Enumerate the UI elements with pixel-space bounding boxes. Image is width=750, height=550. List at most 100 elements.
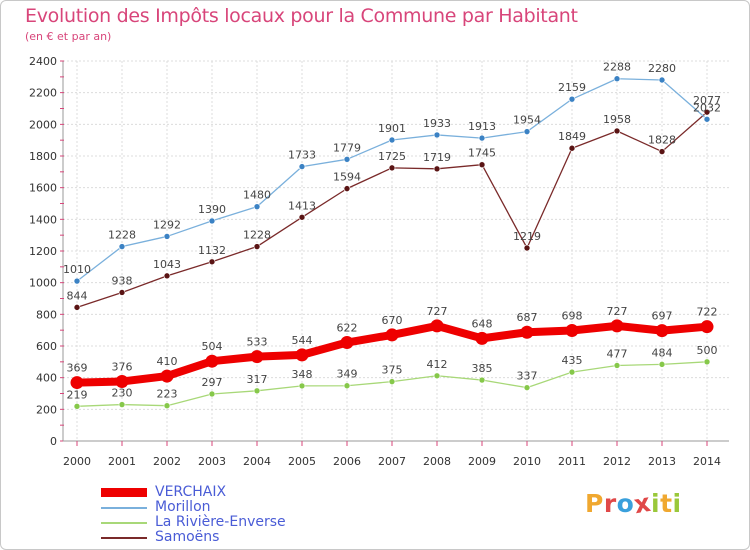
logo-letter: t bbox=[660, 489, 673, 518]
x-tick-label: 2003 bbox=[198, 455, 226, 468]
data-point-verchaix bbox=[655, 324, 669, 338]
data-point-morillon bbox=[208, 217, 216, 225]
y-tick-label: 1000 bbox=[29, 277, 57, 290]
data-label-morillon: 1292 bbox=[153, 218, 181, 231]
chart-legend: VERCHAIX Morillon La Rivière-Enverse Samoën… bbox=[101, 485, 286, 545]
x-tick-label: 2014 bbox=[693, 455, 721, 468]
data-point-la-riviere-enverse bbox=[343, 382, 351, 390]
data-label-morillon: 1901 bbox=[378, 122, 406, 135]
data-label-la-riviere-enverse: 337 bbox=[517, 370, 538, 383]
x-tick-label: 2012 bbox=[603, 455, 631, 468]
legend-label: La Rivière-Enverse bbox=[155, 514, 286, 530]
data-label-morillon: 2159 bbox=[558, 81, 586, 94]
data-point-verchaix bbox=[475, 331, 489, 345]
data-label-verchaix: 533 bbox=[247, 336, 268, 349]
legend-swatch bbox=[101, 521, 147, 524]
data-label-morillon: 2280 bbox=[648, 62, 676, 75]
data-point-samoens bbox=[73, 304, 81, 311]
data-point-morillon bbox=[703, 115, 711, 123]
x-tick-label: 2011 bbox=[558, 455, 586, 468]
data-point-morillon bbox=[568, 95, 576, 103]
y-tick-label: 800 bbox=[36, 308, 57, 321]
y-tick-label: 2400 bbox=[29, 55, 57, 68]
data-point-morillon bbox=[388, 136, 396, 144]
y-tick-label: 1400 bbox=[29, 213, 57, 226]
data-label-la-riviere-enverse: 484 bbox=[652, 346, 673, 359]
y-tick-label: 1800 bbox=[29, 150, 57, 163]
data-point-samoens bbox=[118, 289, 126, 296]
y-tick-label: 400 bbox=[36, 372, 57, 385]
legend-label: Morillon bbox=[155, 499, 211, 515]
data-label-morillon: 1733 bbox=[288, 149, 316, 162]
legend-item-samoens: Samoëns bbox=[101, 530, 286, 545]
x-tick-label: 2009 bbox=[468, 455, 496, 468]
data-label-la-riviere-enverse: 412 bbox=[427, 358, 448, 371]
data-point-samoens bbox=[388, 164, 396, 172]
data-label-verchaix: 687 bbox=[517, 311, 538, 324]
data-point-samoens bbox=[613, 127, 621, 135]
x-tick-label: 2006 bbox=[333, 455, 361, 468]
data-point-samoens bbox=[433, 165, 441, 173]
data-point-samoens bbox=[298, 213, 306, 221]
data-point-verchaix bbox=[250, 350, 264, 364]
data-label-la-riviere-enverse: 435 bbox=[562, 354, 583, 367]
data-point-samoens bbox=[568, 144, 576, 152]
y-tick-label: 1600 bbox=[29, 182, 57, 195]
data-label-la-riviere-enverse: 317 bbox=[247, 373, 268, 386]
x-tick-label: 2000 bbox=[63, 455, 91, 468]
data-label-verchaix: 648 bbox=[472, 317, 493, 330]
data-point-la-riviere-enverse bbox=[523, 384, 531, 391]
data-label-morillon: 1913 bbox=[468, 120, 496, 133]
data-point-verchaix bbox=[160, 369, 174, 383]
data-label-samoens: 1219 bbox=[513, 230, 541, 243]
data-point-la-riviere-enverse bbox=[613, 362, 621, 369]
y-tick-label: 0 bbox=[50, 435, 57, 448]
data-point-verchaix bbox=[205, 354, 219, 368]
data-point-morillon bbox=[478, 134, 486, 142]
data-label-verchaix: 376 bbox=[112, 360, 133, 373]
legend-label: VERCHAIX bbox=[155, 484, 227, 500]
data-label-morillon: 1010 bbox=[63, 263, 91, 276]
data-label-la-riviere-enverse: 230 bbox=[112, 387, 133, 400]
data-label-samoens: 844 bbox=[67, 289, 88, 302]
data-label-la-riviere-enverse: 477 bbox=[607, 347, 628, 360]
data-point-la-riviere-enverse bbox=[163, 402, 171, 409]
data-label-verchaix: 410 bbox=[157, 355, 178, 368]
data-label-la-riviere-enverse: 297 bbox=[202, 376, 223, 389]
x-tick-label: 2001 bbox=[108, 455, 136, 468]
data-label-morillon: 1480 bbox=[243, 189, 271, 202]
data-point-la-riviere-enverse bbox=[118, 401, 126, 408]
y-tick-label: 2000 bbox=[29, 118, 57, 131]
data-label-samoens: 1828 bbox=[648, 134, 676, 147]
data-point-samoens bbox=[478, 161, 486, 169]
data-point-verchaix bbox=[610, 319, 624, 333]
legend-swatch bbox=[101, 506, 147, 509]
data-label-la-riviere-enverse: 500 bbox=[697, 344, 718, 357]
y-tick-label: 200 bbox=[36, 403, 57, 416]
y-tick-label: 600 bbox=[36, 340, 57, 353]
data-point-samoens bbox=[703, 108, 711, 116]
data-label-verchaix: 722 bbox=[697, 306, 718, 319]
data-point-verchaix bbox=[565, 323, 579, 337]
x-tick-label: 2005 bbox=[288, 455, 316, 468]
data-point-samoens bbox=[343, 185, 351, 192]
data-point-morillon bbox=[73, 277, 81, 285]
data-point-morillon bbox=[343, 156, 351, 163]
y-tick-label: 2200 bbox=[29, 87, 57, 100]
data-point-morillon bbox=[433, 131, 441, 139]
data-point-morillon bbox=[658, 76, 666, 84]
data-label-morillon: 2032 bbox=[693, 101, 721, 114]
data-label-samoens: 1043 bbox=[153, 258, 181, 271]
data-label-verchaix: 369 bbox=[67, 362, 88, 375]
data-label-morillon: 2288 bbox=[603, 61, 631, 74]
data-label-verchaix: 670 bbox=[382, 314, 403, 327]
x-tick-label: 2004 bbox=[243, 455, 271, 468]
data-point-la-riviere-enverse bbox=[388, 378, 396, 385]
data-point-verchaix bbox=[295, 348, 309, 362]
data-point-verchaix bbox=[340, 336, 354, 350]
data-label-samoens: 938 bbox=[112, 274, 133, 287]
data-point-morillon bbox=[118, 243, 126, 250]
data-point-la-riviere-enverse bbox=[703, 358, 711, 366]
